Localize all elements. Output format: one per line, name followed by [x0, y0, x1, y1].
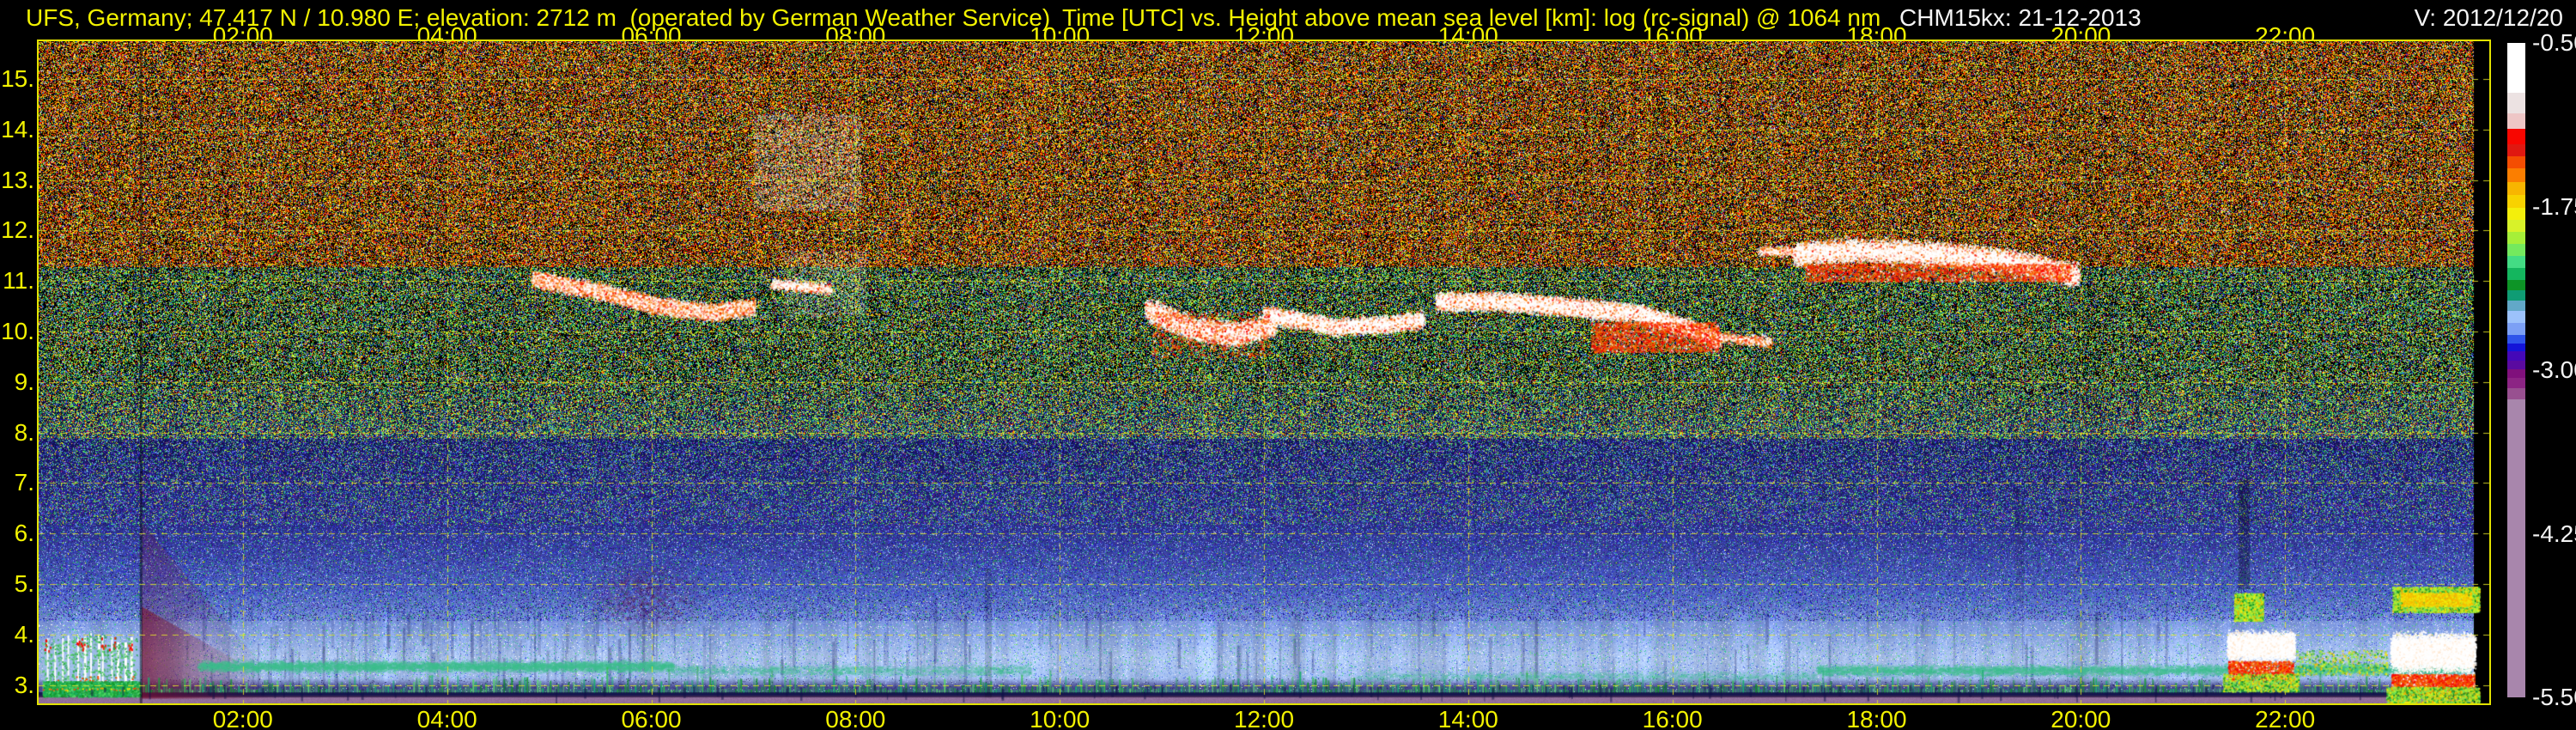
instrument-date-label: CHM15kx: 21-12-2013	[1899, 4, 2142, 31]
y-tick-15km: 15.	[1, 65, 34, 92]
y-tick-11km: 11.	[3, 267, 34, 295]
colorbar-segment	[2507, 92, 2525, 114]
x-tick-bottom-20:00: 20:00	[2050, 706, 2111, 730]
x-tick-bottom-02:00: 02:00	[212, 706, 273, 730]
y-tick-3km: 3.	[14, 671, 34, 698]
colorbar-tick--3.00: -3.00	[2532, 356, 2576, 383]
colorbar-segment	[2507, 369, 2525, 378]
colorbar	[2507, 43, 2525, 697]
y-tick-8km: 8.	[14, 418, 34, 446]
colorbar-tick--0.50: -0.50	[2532, 29, 2576, 56]
colorbar-segment	[2507, 361, 2525, 369]
colorbar-segment	[2507, 301, 2525, 312]
colorbar-segment	[2507, 334, 2525, 344]
x-tick-bottom-14:00: 14:00	[1437, 706, 1498, 730]
colorbar-segment	[2507, 219, 2525, 233]
colorbar-segment	[2507, 232, 2525, 244]
colorbar-segment	[2507, 399, 2525, 697]
colorbar-segment	[2507, 322, 2525, 335]
colorbar-segment	[2507, 144, 2525, 156]
colorbar-segment	[2507, 43, 2525, 93]
y-tick-10km: 10.	[1, 318, 34, 344]
colorbar-segment	[2507, 207, 2525, 220]
y-tick-9km: 9.	[14, 368, 34, 395]
y-tick-5km: 5.	[14, 570, 34, 597]
y-tick-14km: 14.	[1, 115, 34, 143]
colorbar-segment	[2507, 377, 2525, 389]
colorbar-segment	[2507, 311, 2525, 323]
x-tick-bottom-08:00: 08:00	[825, 706, 886, 730]
colorbar-segment	[2507, 268, 2525, 280]
colorbar-segment	[2507, 343, 2525, 352]
colorbar-segment	[2507, 128, 2525, 145]
x-tick-bottom-18:00: 18:00	[1846, 706, 1907, 730]
colorbar-segment	[2507, 113, 2525, 129]
x-tick-bottom-16:00: 16:00	[1642, 706, 1703, 730]
colorbar-segment	[2507, 289, 2525, 301]
x-tick-bottom-10:00: 10:00	[1030, 706, 1091, 730]
colorbar-tick--1.75: -1.75	[2532, 192, 2576, 220]
colorbar-segment	[2507, 168, 2525, 183]
colorbar-segment	[2507, 155, 2525, 169]
colorbar-segment	[2507, 351, 2525, 362]
colorbar-segment	[2507, 255, 2525, 268]
colorbar-tick--5.50: -5.50	[2532, 684, 2576, 710]
colorbar-segment	[2507, 279, 2525, 290]
colorbar-segment	[2507, 243, 2525, 256]
ceilometer-heatmap-canvas	[39, 41, 2489, 703]
colorbar-segment	[2507, 388, 2525, 400]
colorbar-segment	[2507, 194, 2525, 208]
station-header: UFS, Germany; 47.417 N / 10.980 E; eleva…	[26, 4, 1051, 31]
x-tick-bottom-12:00: 12:00	[1233, 706, 1295, 730]
x-tick-bottom-04:00: 04:00	[416, 706, 477, 730]
x-tick-bottom-06:00: 06:00	[621, 706, 682, 730]
y-tick-6km: 6.	[14, 520, 34, 547]
y-tick-4km: 4.	[14, 620, 34, 648]
y-tick-13km: 13.	[1, 166, 34, 193]
x-tick-bottom-22:00: 22:00	[2255, 706, 2316, 730]
y-tick-12km: 12.	[1, 216, 34, 244]
software-version-label: V: 2012/12/20	[2414, 4, 2563, 31]
plot-title: Time [UTC] vs. Height above mean sea lev…	[1062, 4, 1881, 31]
colorbar-segment	[2507, 182, 2525, 195]
y-tick-7km: 7.	[14, 469, 34, 496]
colorbar-tick--4.25: -4.25	[2532, 520, 2576, 547]
